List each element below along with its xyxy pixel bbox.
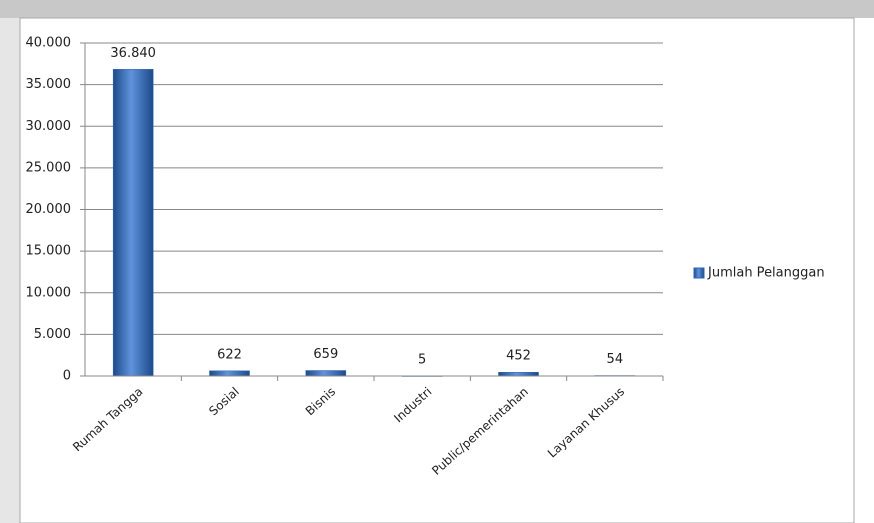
bar: [305, 370, 347, 377]
value-label: 622: [217, 347, 242, 362]
y-tick-label: 35.000: [26, 77, 72, 92]
bar: [209, 370, 250, 377]
y-tick-label: 0: [63, 369, 71, 384]
legend-swatch: [693, 267, 705, 279]
value-label: 659: [313, 347, 338, 362]
y-tick-label: 40.000: [26, 36, 72, 51]
y-tick-label: 5.000: [34, 327, 71, 342]
value-label: 54: [607, 352, 624, 367]
frame-top: [0, 0, 874, 18]
value-label: 36.840: [110, 46, 156, 61]
bar: [112, 69, 154, 377]
frame-left: [0, 18, 20, 523]
y-tick-label: 10.000: [26, 285, 72, 300]
y-tick-label: 30.000: [26, 119, 72, 134]
value-label: 5: [418, 352, 426, 367]
bar: [498, 371, 539, 377]
y-tick-label: 15.000: [26, 244, 72, 259]
legend-label: Jumlah Pelanggan: [707, 266, 825, 281]
chart-area: [19, 17, 855, 523]
value-label: 452: [506, 349, 531, 364]
y-tick-label: 20.000: [26, 202, 72, 217]
y-tick-label: 25.000: [26, 160, 72, 175]
